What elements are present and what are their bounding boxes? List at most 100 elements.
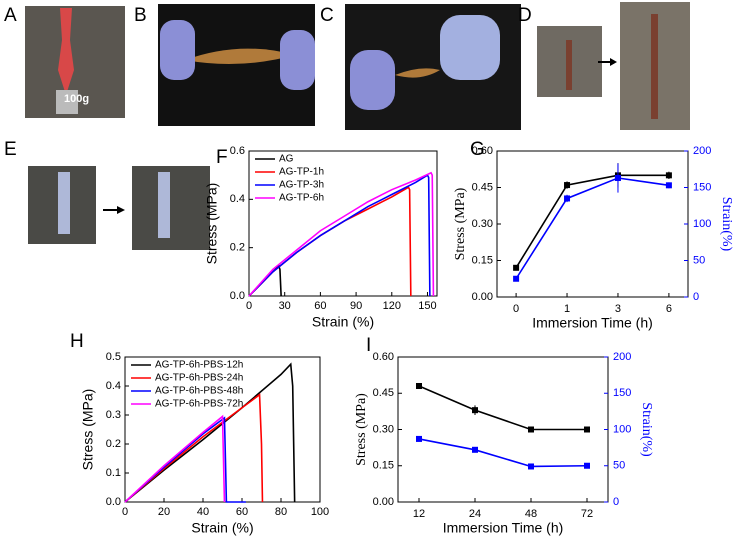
marker <box>416 383 422 389</box>
x-tick-label: 3 <box>615 303 621 315</box>
twist <box>185 48 295 64</box>
marker <box>584 462 590 469</box>
legend-label: AG-TP-6h-PBS-48h <box>155 386 243 397</box>
y-tick-label: 0.45 <box>373 387 394 399</box>
strip <box>566 40 572 90</box>
y-tick-label: 0.4 <box>230 193 245 205</box>
marker <box>416 435 422 442</box>
x-tick-label: 12 <box>413 508 425 520</box>
arrow-head <box>117 206 125 214</box>
x-tick-label: 20 <box>158 506 170 518</box>
x-tick-label: 60 <box>236 506 248 518</box>
plot-frame <box>496 150 689 298</box>
glove <box>280 30 315 90</box>
series-line <box>248 186 412 297</box>
y-tick-label: 0.60 <box>373 351 394 363</box>
weight <box>56 90 78 114</box>
y-tick-label: 0.2 <box>230 242 245 254</box>
panel-label: C <box>320 5 334 26</box>
x-tick-label: 72 <box>581 508 593 520</box>
marker <box>614 175 621 182</box>
x-tick-label: 80 <box>275 506 287 518</box>
y-tick-label: 0.5 <box>106 351 121 363</box>
x-tick-label: 0 <box>246 300 252 312</box>
legend-label: AG-TP-6h-PBS-24h <box>155 373 243 384</box>
x-tick-label: 0 <box>513 303 519 315</box>
y2-axis-title: Strain(%) <box>719 197 733 252</box>
y-tick-label: 0.30 <box>373 423 394 435</box>
marker <box>472 407 478 414</box>
legend-label: AG-TP-3h <box>279 180 324 191</box>
y-tick-label: 0.0 <box>106 496 121 508</box>
series-line <box>515 177 670 280</box>
series-line <box>418 438 588 468</box>
y-tick-label: 0.4 <box>106 380 121 392</box>
x-tick-label: 0 <box>122 506 128 518</box>
marker <box>584 426 590 433</box>
marker <box>564 195 571 202</box>
y-tick-label: 0.0 <box>230 290 245 302</box>
y2-tick-label: 50 <box>693 254 705 266</box>
panel-label: H <box>70 331 84 352</box>
y2-axis-title: Strain(%) <box>639 402 654 457</box>
x-tick-label: 30 <box>279 300 291 312</box>
x-axis-title: Immersion Time (h) <box>532 315 653 331</box>
panel-label: I <box>366 335 371 356</box>
marker <box>528 463 534 470</box>
y-tick-label: 0.60 <box>472 145 493 157</box>
y2-tick-label: 100 <box>613 423 631 435</box>
y-tick-label: 0.15 <box>373 460 394 472</box>
marker <box>665 172 672 179</box>
marker <box>472 446 478 453</box>
y2-tick-label: 50 <box>613 460 625 472</box>
glove <box>350 50 395 110</box>
y2-tick-label: 100 <box>693 218 711 230</box>
gel <box>58 172 70 234</box>
gel <box>158 172 170 238</box>
y-tick-label: 0.6 <box>230 145 245 157</box>
x-axis-title: Strain (%) <box>312 314 374 330</box>
x-tick-label: 90 <box>350 300 362 312</box>
series-line <box>418 385 587 431</box>
x-tick-label: 24 <box>469 508 481 520</box>
twist <box>395 68 440 78</box>
marker <box>528 426 534 433</box>
strip <box>651 14 658 119</box>
panel-label: G <box>470 139 485 160</box>
x-axis-title: Strain (%) <box>191 520 253 536</box>
panel-label: E <box>4 139 17 160</box>
glove <box>160 20 195 80</box>
y-tick-label: 0.30 <box>472 218 493 230</box>
y-tick-label: 0.1 <box>106 467 121 479</box>
x-tick-label: 40 <box>197 506 209 518</box>
x-tick-label: 6 <box>666 303 672 315</box>
panel-label: A <box>4 5 17 26</box>
marker <box>513 275 520 282</box>
y-axis-title: Stress (MPa) <box>354 393 369 466</box>
marker <box>513 264 520 271</box>
series-line <box>124 362 296 503</box>
marker <box>665 182 672 189</box>
x-tick-label: 48 <box>525 508 537 520</box>
marker <box>564 182 571 189</box>
y2-tick-label: 150 <box>693 181 711 193</box>
plot-frame <box>248 150 438 297</box>
y-axis-title: Stress (MPa) <box>453 187 468 260</box>
y2-tick-label: 200 <box>613 351 631 363</box>
legend-label: AG-TP-6h <box>279 193 324 204</box>
series-line <box>515 174 669 269</box>
panel-label: D <box>518 5 532 26</box>
x-tick-label: 60 <box>314 300 326 312</box>
glove <box>440 15 500 80</box>
series-line <box>124 393 264 503</box>
x-tick-label: 1 <box>564 303 570 315</box>
y-tick-label: 0.3 <box>106 409 121 421</box>
legend-label: AG-TP-6h-PBS-72h <box>155 399 243 410</box>
y-tick-label: 0.45 <box>472 181 493 193</box>
y2-tick-label: 0 <box>693 291 699 303</box>
y2-tick-label: 0 <box>613 496 619 508</box>
panel-label: B <box>134 5 147 26</box>
plot-frame <box>124 356 321 503</box>
y-axis-title: Stress (MPa) <box>204 183 220 265</box>
